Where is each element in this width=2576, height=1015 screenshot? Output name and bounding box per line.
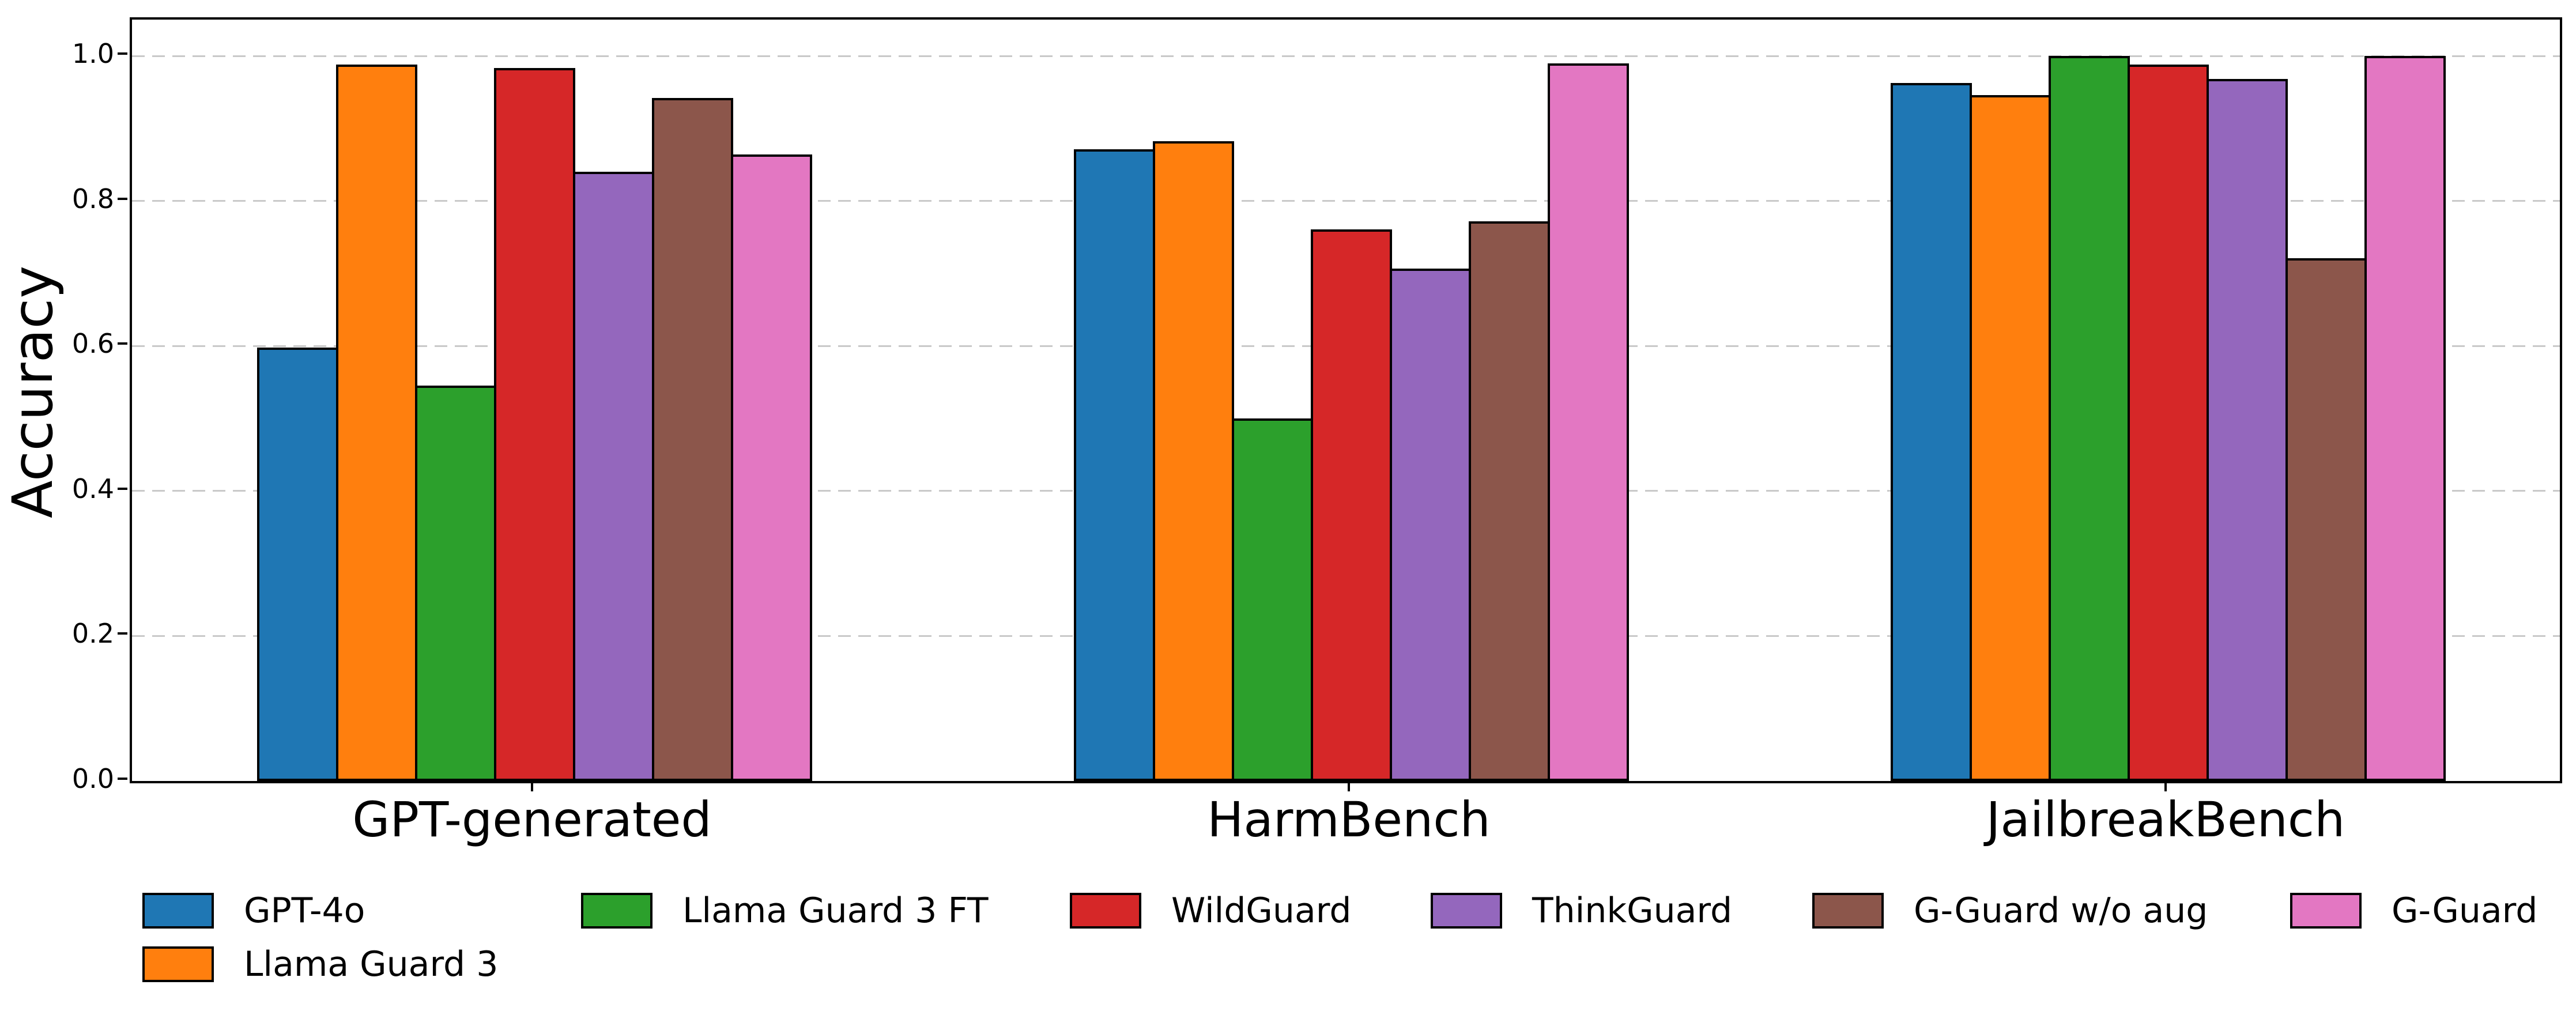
legend-item-wildguard: WildGuard [1070,892,1351,930]
y-tick-label-0.6: 0.6 [71,328,114,360]
bar-g-guard-gpt-generated [730,154,812,781]
x-tick-mark-jailbreakbench [2164,779,2167,791]
bar-thinkguard-jailbreakbench [2206,79,2288,781]
bar-gpt-4o-jailbreakbench [1890,82,1972,781]
bar-thinkguard-harmbench [1389,268,1471,781]
x-tick-label-gpt-generated: GPT-generated [352,791,712,848]
bar-llama-guard-3-ft-jailbreakbench [2048,56,2130,781]
bar-gpt-4o-gpt-generated [257,347,338,781]
x-tick-label-jailbreakbench: JailbreakBench [1986,791,2345,848]
y-tick-label-0.2: 0.2 [71,618,114,650]
bar-gpt-4o-harmbench [1073,149,1155,781]
y-tick-mark-0.2 [118,632,127,635]
legend-swatch-gpt-4o [142,893,214,929]
legend-label-gpt-4o: GPT-4o [244,891,365,931]
bar-wildguard-harmbench [1310,229,1392,781]
bar-g-guard-jailbreakbench [2364,56,2446,781]
bar-llama-guard-3-gpt-generated [335,65,417,781]
bar-llama-guard-3-ft-harmbench [1231,418,1313,781]
bar-group-jailbreakbench [1890,56,2446,781]
legend-item-gpt-4o: GPT-4o [142,892,365,930]
legend-label-wildguard: WildGuard [1171,891,1352,931]
y-tick-label-0.4: 0.4 [71,473,114,504]
y-tick-mark-0.6 [118,342,127,345]
legend-swatch-llama-guard-3 [142,946,214,982]
legend-label-llama-guard-3-ft: Llama Guard 3 FT [682,891,989,931]
bar-wildguard-gpt-generated [493,68,575,781]
y-tick-mark-0.8 [118,197,127,200]
bar-llama-guard-3-ft-gpt-generated [414,386,496,781]
legend-item-llama-guard-3: Llama Guard 3 [142,945,498,983]
bar-g-guard-w-o-aug-gpt-generated [651,97,733,781]
y-tick-label-0.0: 0.0 [71,763,114,794]
legend-swatch-thinkguard [1431,893,1502,929]
gridline-0.8 [132,200,2560,202]
legend-item-thinkguard: ThinkGuard [1431,892,1732,930]
legend-item-g-guard: G-Guard [2290,892,2537,930]
gridline-1 [132,55,2560,57]
legend-swatch-llama-guard-3-ft [581,893,653,929]
bar-wildguard-jailbreakbench [2127,65,2209,781]
y-tick-label-0.8: 0.8 [71,183,114,214]
legend-swatch-g-guard-w-o-aug [1812,893,1884,929]
legend-label-llama-guard-3: Llama Guard 3 [244,944,499,984]
y-axis-title: Accuracy [1,265,65,519]
legend-swatch-g-guard [2290,893,2362,929]
bar-thinkguard-gpt-generated [572,172,654,781]
bar-g-guard-w-o-aug-harmbench [1468,221,1550,781]
legend-label-g-guard-w-o-aug: G-Guard w/o aug [1914,891,2208,931]
y-tick-mark-0.0 [118,778,127,780]
bar-llama-guard-3-harmbench [1152,141,1234,781]
x-tick-label-harmbench: HarmBench [1207,791,1491,848]
legend-swatch-wildguard [1070,893,1141,929]
bar-group-harmbench [1073,63,1629,781]
y-tick-mark-1.0 [118,52,127,55]
plot-area [130,17,2562,783]
legend-label-thinkguard: ThinkGuard [1532,891,1733,931]
bar-g-guard-harmbench [1547,63,1629,781]
legend-item-g-guard-w-o-aug: G-Guard w/o aug [1812,892,2208,930]
x-tick-mark-gpt-generated [531,779,533,791]
bar-group-gpt-generated [257,65,812,781]
y-tick-label-1.0: 1.0 [71,38,114,69]
bar-llama-guard-3-jailbreakbench [1969,95,2051,781]
bar-g-guard-w-o-aug-jailbreakbench [2285,258,2367,781]
x-tick-mark-harmbench [1348,779,1350,791]
y-tick-mark-0.4 [118,487,127,490]
legend-item-llama-guard-3-ft: Llama Guard 3 FT [581,892,989,930]
legend-label-g-guard: G-Guard [2392,891,2538,931]
